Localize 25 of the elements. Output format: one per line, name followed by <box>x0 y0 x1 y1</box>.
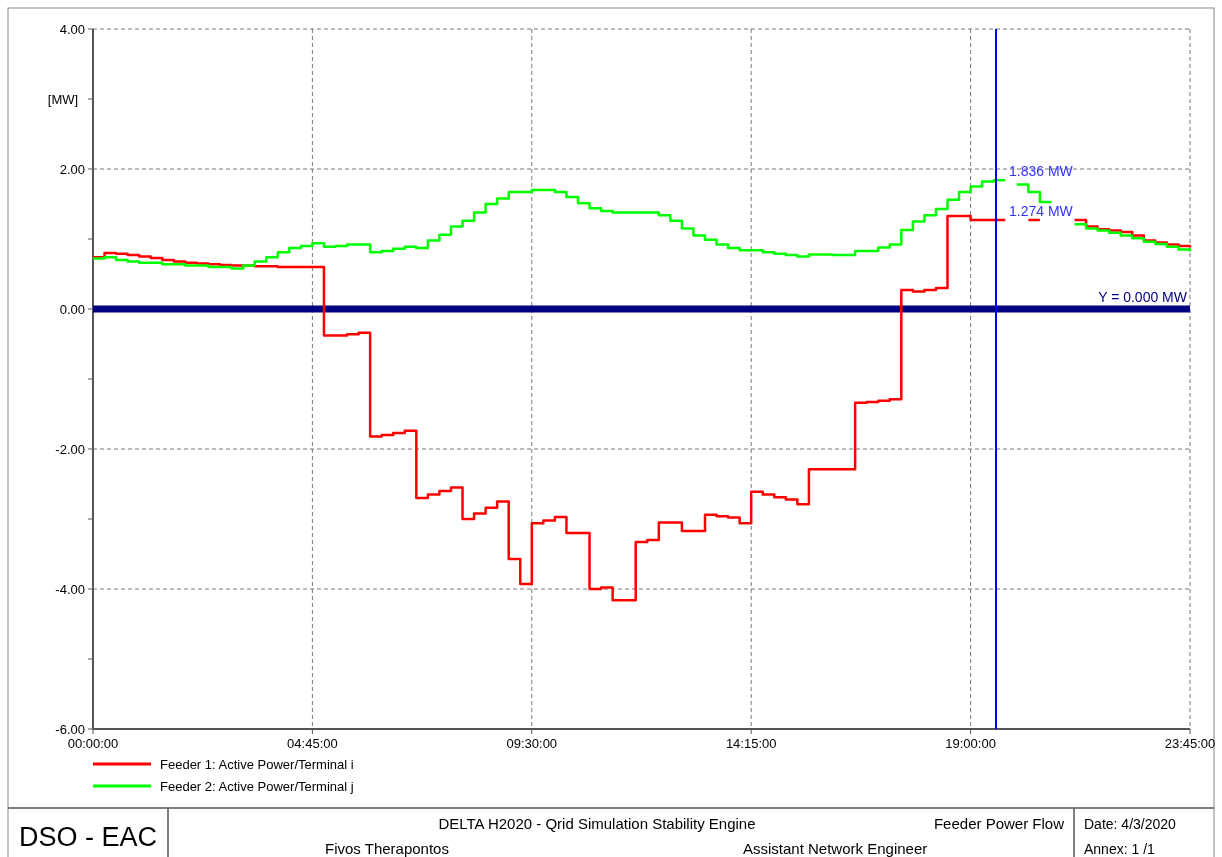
ref-line-label: Y = 0.000 MW <box>1098 289 1188 305</box>
text: DELTA H2020 - Qrid Simulation Stability Engine <box>438 815 756 832</box>
annotation: 1.836 MW <box>1009 163 1074 180</box>
text: Feeder Power Flow <box>933 815 1065 832</box>
x-tick-label: 00:00:00 <box>67 736 119 751</box>
legend-label: Feeder 2: Active Power/Terminal j <box>160 778 354 794</box>
y-axis-title: [MW] <box>47 92 79 107</box>
legend-label: Feeder 1: Active Power/Terminal i <box>160 756 354 772</box>
x-tick-label: 09:30:00 <box>506 736 558 751</box>
y-tick-label: 0.00 <box>59 301 85 317</box>
x-tick-label: 04:45:00 <box>287 736 338 751</box>
text: DSO - EAC <box>18 822 158 852</box>
y-tick-label: -2.00 <box>55 441 85 457</box>
y-tick-label: 4.00 <box>59 21 85 37</box>
text: Annex: 1 /1 <box>1084 841 1156 857</box>
x-tick-label: 14:15:00 <box>725 736 777 751</box>
text: Assistant Network Engineer <box>743 840 928 857</box>
annotation: 1.274 MW <box>1009 202 1074 219</box>
text: Date: 4/3/2020 <box>1084 816 1177 832</box>
x-tick-label: 19:00:00 <box>945 736 996 751</box>
x-tick-label: 23:45:00 <box>1164 736 1216 751</box>
text: Fivos Therapontos <box>325 840 449 857</box>
y-tick-label: 2.00 <box>59 161 85 177</box>
y-tick-label: -6.00 <box>55 721 85 737</box>
y-tick-label: -4.00 <box>55 581 85 597</box>
